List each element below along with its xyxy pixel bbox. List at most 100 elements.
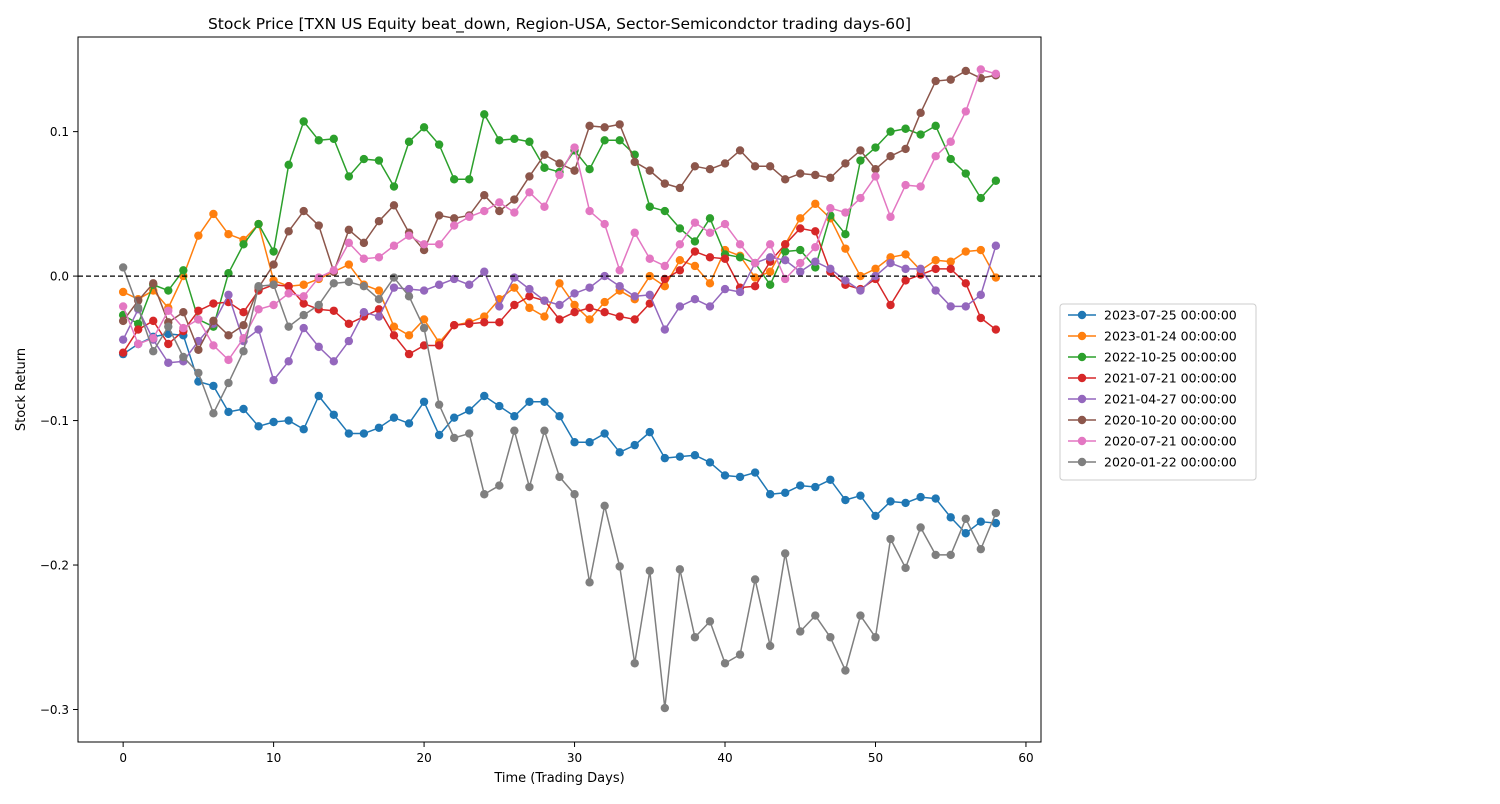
data-point xyxy=(419,323,429,333)
data-point xyxy=(765,162,775,171)
data-point xyxy=(991,273,1001,282)
data-point xyxy=(886,258,895,268)
x-axis: 0 10 20 30 40 50 60 xyxy=(119,742,1034,765)
data-point xyxy=(209,381,218,391)
data-point xyxy=(886,300,895,310)
data-point xyxy=(735,253,745,262)
data-point xyxy=(525,188,534,197)
data-point xyxy=(826,173,835,183)
series-line xyxy=(122,245,997,381)
data-point xyxy=(239,347,248,356)
data-point xyxy=(389,273,399,282)
x-tick-label: 20 xyxy=(416,751,431,765)
data-point xyxy=(826,633,835,642)
data-point xyxy=(615,120,624,129)
data-point xyxy=(871,164,880,174)
data-point xyxy=(510,195,519,204)
data-point xyxy=(946,137,955,146)
data-point xyxy=(194,368,203,378)
data-point xyxy=(690,162,700,171)
data-point xyxy=(118,335,128,344)
x-tick-label: 40 xyxy=(717,751,732,765)
data-point xyxy=(374,253,384,262)
data-point xyxy=(841,495,850,505)
data-point xyxy=(359,254,369,263)
series-8 xyxy=(118,263,1001,713)
data-point xyxy=(976,517,986,526)
data-point xyxy=(705,279,715,288)
data-point xyxy=(645,254,654,263)
series-2 xyxy=(118,199,1001,347)
series-6 xyxy=(118,66,1001,354)
data-point xyxy=(630,440,639,450)
data-point xyxy=(224,269,233,278)
data-point xyxy=(164,339,173,349)
data-point xyxy=(690,295,700,304)
data-point xyxy=(901,276,910,285)
legend-item: 2023-07-25 00:00:00 xyxy=(1068,308,1237,323)
data-point xyxy=(916,182,925,191)
data-point xyxy=(344,225,354,235)
data-point xyxy=(600,219,609,229)
legend-marker xyxy=(1077,457,1087,467)
data-point xyxy=(841,244,850,253)
data-point xyxy=(480,190,489,200)
data-point xyxy=(826,475,835,484)
data-point xyxy=(209,299,218,308)
data-point xyxy=(284,357,293,366)
data-point xyxy=(946,154,955,164)
data-point xyxy=(600,123,609,132)
x-tick-label: 60 xyxy=(1018,751,1033,765)
data-point xyxy=(269,247,278,256)
data-point xyxy=(224,290,233,300)
data-point xyxy=(465,319,474,328)
data-point xyxy=(675,240,685,249)
data-point xyxy=(434,341,444,350)
data-point xyxy=(419,240,429,249)
data-point xyxy=(389,413,399,422)
data-point xyxy=(540,312,549,321)
data-point xyxy=(976,193,986,203)
data-point xyxy=(705,253,715,262)
data-point xyxy=(901,180,910,190)
data-point xyxy=(916,130,925,139)
data-point xyxy=(675,266,685,275)
data-point xyxy=(555,279,564,288)
data-point xyxy=(916,108,925,118)
data-point xyxy=(585,206,594,216)
data-point xyxy=(299,323,308,333)
data-point xyxy=(916,523,925,532)
data-point xyxy=(901,498,910,508)
data-point xyxy=(404,419,414,428)
data-point xyxy=(179,266,188,275)
x-tick-label: 0 xyxy=(119,751,127,765)
data-point xyxy=(480,312,489,321)
data-point xyxy=(284,282,293,291)
data-point xyxy=(540,202,549,211)
data-point xyxy=(329,134,338,144)
data-point xyxy=(690,218,700,227)
data-point xyxy=(314,300,323,310)
data-point xyxy=(465,280,474,289)
data-point xyxy=(841,159,850,168)
data-point xyxy=(735,287,745,297)
y-tick-label: −0.3 xyxy=(40,703,69,717)
legend-marker xyxy=(1077,352,1087,362)
data-point xyxy=(690,261,700,271)
data-point xyxy=(480,110,489,119)
data-point xyxy=(660,206,670,216)
data-point xyxy=(224,355,233,365)
data-point xyxy=(961,169,970,178)
data-point xyxy=(735,146,745,155)
data-point xyxy=(329,266,338,275)
data-point xyxy=(705,164,715,174)
data-point xyxy=(284,227,293,236)
legend-marker xyxy=(1077,310,1087,320)
data-point xyxy=(179,323,188,333)
data-point xyxy=(886,151,895,161)
legend-label: 2020-01-22 00:00:00 xyxy=(1104,455,1237,470)
data-point xyxy=(720,659,730,668)
data-point xyxy=(480,267,489,276)
data-point xyxy=(781,175,790,184)
